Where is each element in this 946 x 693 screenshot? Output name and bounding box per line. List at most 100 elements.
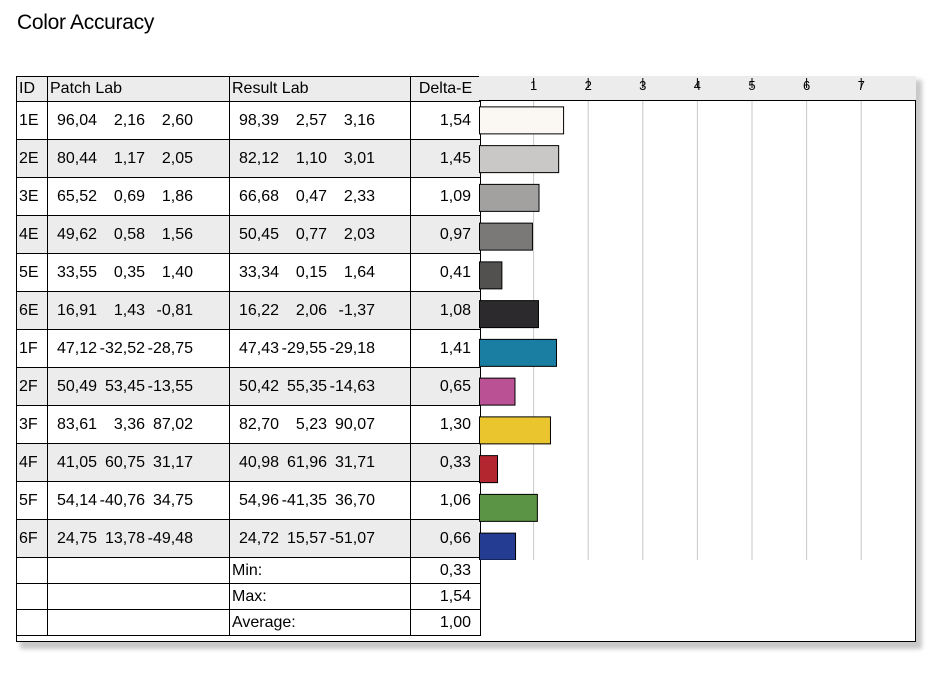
stat-empty-cell [16, 609, 48, 636]
delta-e-bar-5F [479, 493, 538, 522]
patch-lab-l: 83,61 [56, 415, 97, 433]
x-tick-label: 4 [694, 78, 701, 93]
patch-id: 6F [16, 519, 48, 558]
table-row: 6E 16,91 1,43 -0,81 16,22 2,06 -1,37 1,08 [16, 291, 481, 330]
page-title: Color Accuracy [17, 11, 155, 34]
table-row: 1E 96,04 2,16 2,60 98,39 2,57 3,16 1,54 [16, 101, 481, 140]
patch-lab-b: 2,05 [161, 149, 193, 167]
table-header-row: ID Patch Lab Result Lab Delta-E [16, 76, 481, 102]
patch-lab-values: 50,49 53,45 -13,55 [47, 367, 230, 406]
patch-lab-values: 49,62 0,58 1,56 [47, 215, 230, 254]
patch-lab-values: 83,61 3,36 87,02 [47, 405, 230, 444]
result-lab-values: 82,70 5,23 90,07 [229, 405, 411, 444]
patch-id: 5F [16, 481, 48, 520]
patch-id: 5E [16, 253, 48, 292]
delta-e-bar-3F [479, 416, 551, 445]
delta-e-bar-6F [479, 532, 517, 560]
patch-lab-l: 50,49 [56, 377, 97, 395]
patch-id: 3F [16, 405, 48, 444]
result-lab-values: 33,34 0,15 1,64 [229, 253, 411, 292]
patch-lab-l: 16,91 [56, 301, 97, 319]
result-lab-l: 47,43 [238, 339, 279, 357]
patch-id: 4F [16, 443, 48, 482]
patch-lab-values: 96,04 2,16 2,60 [47, 101, 230, 140]
delta-e-bar-2E [479, 145, 560, 174]
table-row: 3E 65,52 0,69 1,86 66,68 0,47 2,33 1,09 [16, 177, 481, 216]
stat-empty-cell [47, 609, 230, 636]
table-row: 4F 41,05 60,75 31,17 40,98 61,96 31,71 0,33 [16, 443, 481, 482]
result-lab-a: 61,96 [286, 453, 327, 471]
header-patch-lab: Patch Lab [47, 76, 230, 102]
delta-e-value: 1,41 [410, 329, 481, 368]
table-row: 5E 33,55 0,35 1,40 33,34 0,15 1,64 0,41 [16, 253, 481, 292]
patch-lab-b: 1,56 [161, 225, 193, 243]
patch-lab-a: 2,16 [113, 111, 145, 129]
result-lab-b: -14,63 [329, 377, 375, 395]
result-lab-l: 98,39 [238, 111, 279, 129]
patch-id: 1F [16, 329, 48, 368]
delta-e-value: 0,65 [410, 367, 481, 406]
result-lab-b: 1,64 [343, 263, 375, 281]
delta-e-value: 1,45 [410, 139, 481, 178]
result-lab-a: 2,57 [295, 111, 327, 129]
result-lab-a: 2,06 [295, 301, 327, 319]
result-lab-values: 50,42 55,35 -14,63 [229, 367, 411, 406]
stat-value: 0,33 [410, 557, 481, 584]
header-result-lab: Result Lab [229, 76, 411, 102]
patch-lab-b: 1,40 [161, 263, 193, 281]
result-lab-l: 66,68 [238, 187, 279, 205]
patch-lab-values: 80,44 1,17 2,05 [47, 139, 230, 178]
patch-id: 4E [16, 215, 48, 254]
stat-value: 1,00 [410, 609, 481, 636]
result-lab-b: 90,07 [334, 415, 375, 433]
patch-lab-values: 54,14 -40,76 34,75 [47, 481, 230, 520]
stat-row: Max: 1,54 [16, 583, 481, 610]
patch-lab-a: 1,17 [113, 149, 145, 167]
result-lab-l: 16,22 [238, 301, 279, 319]
result-lab-b: 3,16 [343, 111, 375, 129]
delta-e-value: 0,33 [410, 443, 481, 482]
patch-lab-values: 16,91 1,43 -0,81 [47, 291, 230, 330]
result-lab-values: 40,98 61,96 31,71 [229, 443, 411, 482]
patch-lab-l: 65,52 [56, 187, 97, 205]
result-lab-a: 1,10 [295, 149, 327, 167]
stat-label: Min: [229, 557, 411, 584]
table-row: 5F 54,14 -40,76 34,75 54,96 -41,35 36,70 1,06 [16, 481, 481, 520]
patch-lab-l: 96,04 [56, 111, 97, 129]
patch-lab-values: 24,75 13,78 -49,48 [47, 519, 230, 558]
result-lab-a: 0,15 [295, 263, 327, 281]
result-lab-a: 55,35 [286, 377, 327, 395]
table-row: 4E 49,62 0,58 1,56 50,45 0,77 2,03 0,97 [16, 215, 481, 254]
patch-lab-a: 0,58 [113, 225, 145, 243]
result-lab-a: -41,35 [281, 491, 327, 509]
delta-e-bar-3E [479, 183, 540, 212]
stat-empty-cell [16, 557, 48, 584]
patch-lab-b: 2,60 [161, 111, 193, 129]
patch-id: 2E [16, 139, 48, 178]
result-lab-l: 82,70 [238, 415, 279, 433]
patch-id: 1E [16, 101, 48, 140]
delta-e-value: 0,97 [410, 215, 481, 254]
result-lab-l: 33,34 [238, 263, 279, 281]
delta-e-bar-5E [479, 261, 503, 290]
delta-e-bar-4E [479, 222, 533, 251]
patch-lab-l: 41,05 [56, 453, 97, 471]
patch-lab-l: 54,14 [56, 491, 97, 509]
patch-id: 6E [16, 291, 48, 330]
delta-e-value: 1,30 [410, 405, 481, 444]
patch-lab-values: 33,55 0,35 1,40 [47, 253, 230, 292]
patch-lab-a: -40,76 [99, 491, 145, 509]
patch-lab-a: 60,75 [104, 453, 145, 471]
patch-lab-b: -0,81 [156, 301, 193, 319]
delta-e-value: 1,09 [410, 177, 481, 216]
delta-e-value: 1,54 [410, 101, 481, 140]
stat-empty-cell [16, 583, 48, 610]
result-lab-l: 50,45 [238, 225, 279, 243]
result-lab-values: 50,45 0,77 2,03 [229, 215, 411, 254]
table-row: 3F 83,61 3,36 87,02 82,70 5,23 90,07 1,30 [16, 405, 481, 444]
result-lab-b: -29,18 [329, 339, 375, 357]
result-lab-b: -1,37 [338, 301, 375, 319]
patch-lab-a: 3,36 [113, 415, 145, 433]
delta-e-chart-svg: 1 2 3 4 5 6 7 [479, 78, 865, 560]
table-row: 6F 24,75 13,78 -49,48 24,72 15,57 -51,07 0,66 [16, 519, 481, 558]
